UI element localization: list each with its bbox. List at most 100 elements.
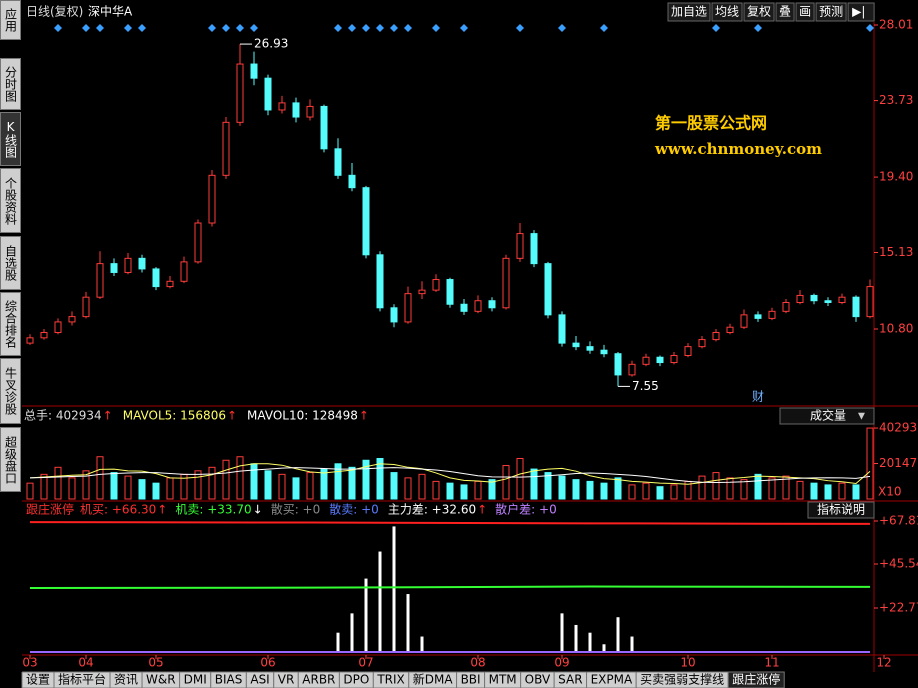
side-tab[interactable]: 综合排名 — [0, 292, 21, 356]
volume-ma-line — [29, 467, 871, 483]
selector-arrow[interactable]: ▼ — [858, 412, 865, 422]
volume-bar — [96, 456, 104, 500]
volume-bar — [460, 484, 468, 500]
candle-body — [516, 233, 524, 259]
indicator-selector[interactable] — [779, 407, 875, 425]
volume-bar — [222, 459, 230, 500]
bottom-tab-label[interactable]: DMI — [184, 673, 207, 687]
candle-body — [68, 316, 76, 323]
help-button[interactable] — [807, 501, 875, 519]
toolbar-button-label[interactable]: 加自选 — [671, 5, 707, 19]
signal-diamond — [390, 24, 398, 32]
bottom-tab-label[interactable]: W&R — [146, 673, 176, 687]
toolbar-button-label[interactable]: 画 — [799, 5, 811, 19]
bottom-tab-label[interactable]: 买卖强弱支撑线 — [640, 672, 724, 687]
side-tab[interactable]: 应用 — [0, 0, 21, 40]
volume-bar — [124, 475, 132, 500]
side-tab[interactable]: 牛叉诊股 — [0, 358, 21, 424]
y-tick-label: 23.73 — [879, 93, 913, 107]
bottom-tab-label[interactable]: 设置 — [26, 673, 50, 687]
y-tick-label: +45.54 — [879, 557, 918, 571]
bottom-tab-label[interactable]: EXPMA — [591, 673, 633, 687]
toolbar-button[interactable] — [667, 2, 711, 22]
candle-body — [824, 300, 832, 303]
bottom-tab-label[interactable]: 跟庄涨停 — [732, 672, 780, 687]
volume-bar — [642, 482, 650, 500]
help-label[interactable]: 指标说明 — [817, 502, 865, 517]
bottom-tab-label[interactable]: SAR — [558, 673, 582, 687]
candle-body — [558, 314, 566, 344]
volume-bar — [376, 458, 384, 500]
bottom-tab[interactable] — [727, 671, 785, 688]
x-tick-label: 07 — [358, 656, 373, 670]
candle-body — [656, 356, 664, 364]
toolbar-icon-glyph[interactable]: ▶| — [852, 5, 865, 19]
candle-body — [712, 332, 720, 341]
candle-body — [866, 286, 874, 318]
indicator-header-arrow: ↑ — [477, 503, 487, 517]
volume-bar — [110, 472, 118, 500]
signal-diamond — [754, 24, 762, 32]
candle-body — [362, 187, 370, 256]
toolbar-button-label[interactable]: 叠 — [779, 5, 791, 19]
x-tick-label: 11 — [764, 656, 779, 670]
x-tick-label: 09 — [554, 656, 569, 670]
toolbar-button-label[interactable]: 预测 — [819, 5, 843, 19]
toolbar-button-label[interactable]: 复权 — [747, 5, 771, 19]
toolbar-button[interactable] — [775, 2, 795, 22]
toolbar-button[interactable] — [795, 2, 815, 22]
side-tab[interactable]: 个股资料 — [0, 168, 21, 233]
bottom-tab-label[interactable]: 资讯 — [114, 673, 138, 687]
bottom-tab-label[interactable]: ASI — [250, 673, 269, 687]
side-tab[interactable]: 超级盘口 — [0, 427, 21, 492]
volume-header: 总手: 402934 — [24, 409, 102, 423]
toolbar-button[interactable] — [743, 2, 775, 22]
indicator-name: 跟庄涨停 — [26, 502, 74, 517]
candle-body — [754, 314, 762, 319]
event-marker: 财 — [752, 390, 764, 404]
signal-diamond — [866, 24, 874, 32]
indicator-bar — [588, 632, 592, 653]
candle-body — [432, 279, 440, 291]
indicator-bar — [560, 613, 564, 653]
bottom-tab-label[interactable]: ARBR — [302, 673, 335, 687]
toolbar-icon[interactable] — [847, 2, 875, 22]
bottom-tab-label[interactable]: BBI — [461, 673, 481, 687]
bottom-tab-label[interactable]: VR — [278, 673, 295, 687]
side-tab[interactable]: 分时图 — [0, 58, 21, 110]
selector-label[interactable]: 成交量 — [810, 408, 846, 423]
toolbar-button-label[interactable]: 均线 — [715, 5, 739, 19]
candle-body — [530, 233, 538, 265]
volume-bar — [82, 470, 90, 500]
bottom-tab-label[interactable]: TRIX — [376, 673, 404, 687]
side-tab[interactable]: K线图 — [0, 112, 21, 166]
side-tab[interactable]: 自选股 — [0, 236, 21, 290]
signal-diamond — [460, 24, 468, 32]
volume-bar — [866, 427, 874, 500]
indicator-header: 散卖: +0 — [329, 502, 379, 517]
volume-bar — [852, 484, 860, 500]
x-tick-label: 06 — [260, 656, 275, 670]
volume-header: MAVOL5: 156806 — [123, 409, 226, 423]
bottom-tab-label[interactable]: MTM — [489, 673, 517, 687]
candle-body — [726, 326, 734, 334]
signal-diamond — [404, 24, 412, 32]
bottom-tab-label[interactable]: OBV — [525, 673, 551, 687]
bottom-tab-label[interactable]: BIAS — [215, 673, 243, 687]
signal-diamond — [348, 24, 356, 32]
bottom-tab-label[interactable]: 新DMA — [413, 672, 454, 687]
bottom-tab-label[interactable]: 指标平台 — [58, 672, 106, 687]
bottom-tab-label[interactable]: DPO — [343, 673, 369, 687]
toolbar-button[interactable] — [711, 2, 743, 22]
volume-bar — [782, 475, 790, 500]
signal-diamond — [376, 24, 384, 32]
volume-bar — [250, 463, 258, 500]
signal-diamond — [96, 24, 104, 32]
watermark-title: 第一股票公式网 — [655, 114, 767, 133]
candle-body — [194, 222, 202, 263]
candle-body — [250, 63, 258, 79]
y-tick-label: 20147 — [879, 456, 917, 470]
toolbar-button[interactable] — [815, 2, 847, 22]
sidebar: 应用分时图 K线图 个股资料自选股 综合排名 牛叉诊股超级盘口 — [0, 0, 22, 672]
annotation-label: 7.55 — [632, 379, 659, 393]
